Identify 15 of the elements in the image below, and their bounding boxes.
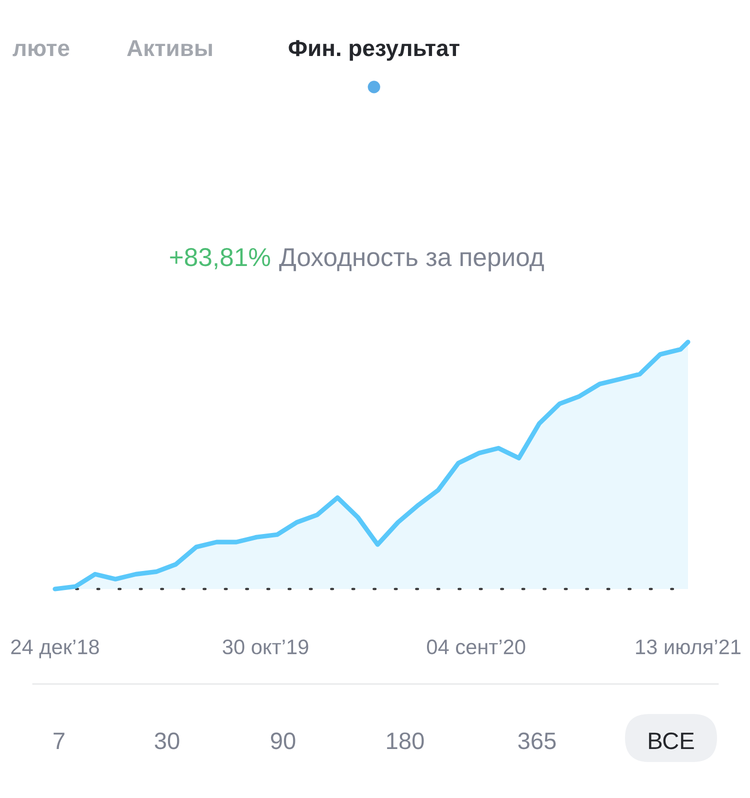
chart-subtitle: Доходность за период: [279, 248, 544, 272]
x-tick-label: 30 окт’19: [222, 640, 308, 654]
text: 7: [54, 732, 64, 749]
x-tick-label: 13 июля’21: [636, 640, 740, 654]
text: Активы: [127, 40, 212, 56]
text: ВСЕ: [649, 732, 694, 750]
x-tick-label: 04 сент’20: [427, 640, 526, 654]
text: 180: [387, 732, 424, 750]
text: люте: [12, 44, 70, 56]
chart-title: Фин. результат: [288, 40, 460, 61]
text: +83,81%: [170, 248, 270, 270]
x-tick-label: 24 дек’18: [11, 640, 99, 658]
text: 30: [154, 732, 180, 750]
text: 90: [270, 732, 296, 750]
text: 365: [518, 732, 556, 750]
